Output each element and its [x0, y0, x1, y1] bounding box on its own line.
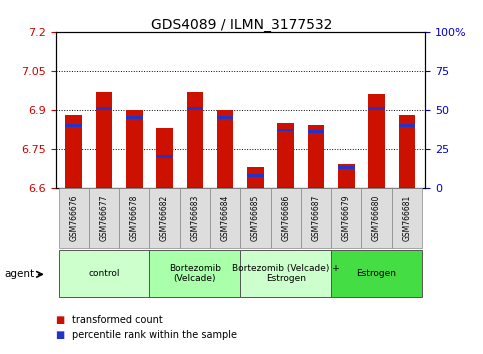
Text: Bortezomib (Velcade) +
Estrogen: Bortezomib (Velcade) + Estrogen — [232, 264, 340, 283]
Bar — [338, 166, 355, 169]
Text: GSM766681: GSM766681 — [402, 195, 412, 241]
Text: GSM766684: GSM766684 — [221, 194, 229, 241]
Bar — [186, 107, 203, 110]
Bar — [149, 250, 241, 297]
Text: ■: ■ — [56, 330, 65, 340]
Text: GSM766682: GSM766682 — [160, 195, 169, 241]
Bar — [398, 124, 415, 127]
Bar — [58, 188, 89, 248]
Text: agent: agent — [5, 269, 35, 279]
Text: GSM766676: GSM766676 — [69, 194, 78, 241]
Bar — [217, 110, 233, 188]
Bar — [368, 107, 385, 110]
Text: GSM766686: GSM766686 — [281, 194, 290, 241]
Bar — [270, 188, 301, 248]
Bar — [65, 124, 82, 127]
Bar — [247, 174, 264, 177]
Bar — [308, 130, 325, 133]
Text: transformed count: transformed count — [72, 315, 163, 325]
Text: GSM766683: GSM766683 — [190, 194, 199, 241]
Text: Estrogen: Estrogen — [356, 269, 397, 278]
Bar — [368, 94, 385, 188]
Bar — [156, 155, 173, 158]
Text: GSM766678: GSM766678 — [130, 194, 139, 241]
Bar — [149, 188, 180, 248]
Bar — [65, 115, 82, 188]
Bar — [392, 188, 422, 248]
Bar — [126, 110, 142, 188]
Bar — [247, 167, 264, 188]
Text: GSM766677: GSM766677 — [99, 194, 109, 241]
Text: GSM766679: GSM766679 — [342, 194, 351, 241]
Bar — [186, 92, 203, 188]
Bar — [89, 188, 119, 248]
Bar — [217, 116, 233, 119]
Bar — [126, 116, 142, 119]
Bar — [119, 188, 149, 248]
Bar — [398, 115, 415, 188]
Text: Bortezomib
(Velcade): Bortezomib (Velcade) — [169, 264, 221, 283]
Bar — [277, 123, 294, 188]
Bar — [241, 188, 270, 248]
Bar — [156, 128, 173, 188]
Text: percentile rank within the sample: percentile rank within the sample — [72, 330, 238, 340]
Text: GDS4089 / ILMN_3177532: GDS4089 / ILMN_3177532 — [151, 18, 332, 32]
Bar — [210, 188, 241, 248]
Bar — [361, 188, 392, 248]
Bar — [301, 188, 331, 248]
Bar — [331, 250, 422, 297]
Bar — [308, 125, 325, 188]
Text: ■: ■ — [56, 315, 65, 325]
Text: control: control — [88, 269, 120, 278]
Bar — [96, 92, 113, 188]
Text: GSM766680: GSM766680 — [372, 194, 381, 241]
Bar — [338, 164, 355, 188]
Text: GSM766687: GSM766687 — [312, 194, 321, 241]
Bar — [331, 188, 361, 248]
Bar — [180, 188, 210, 248]
Bar — [277, 129, 294, 131]
Text: GSM766685: GSM766685 — [251, 194, 260, 241]
Bar — [241, 250, 331, 297]
Bar — [96, 107, 113, 110]
Bar — [58, 250, 149, 297]
